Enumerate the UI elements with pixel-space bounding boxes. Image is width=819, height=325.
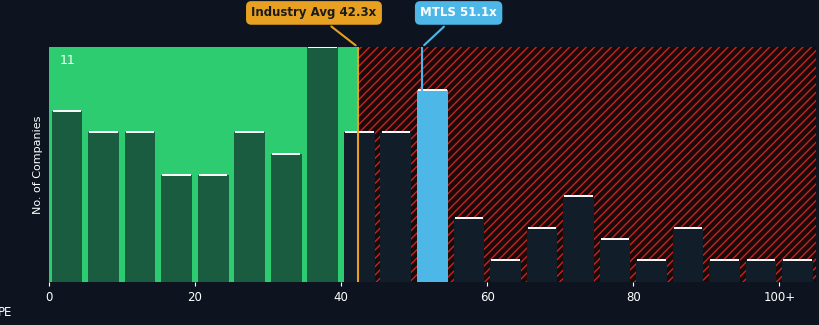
Bar xyxy=(526,228,557,282)
Bar xyxy=(708,260,739,282)
Bar xyxy=(563,196,593,282)
Text: MTLS 51.1x: MTLS 51.1x xyxy=(419,6,496,45)
Bar xyxy=(490,260,520,282)
Bar xyxy=(599,239,630,282)
Bar xyxy=(88,132,119,282)
Bar xyxy=(672,228,703,282)
Bar xyxy=(357,47,815,282)
Bar xyxy=(161,175,192,282)
Bar xyxy=(380,132,410,282)
Bar xyxy=(357,47,815,282)
Y-axis label: No. of Companies: No. of Companies xyxy=(34,115,43,214)
Text: Industry Avg 42.3x: Industry Avg 42.3x xyxy=(251,6,376,46)
Bar xyxy=(197,175,229,282)
Bar xyxy=(343,132,374,282)
Bar xyxy=(781,260,812,282)
Bar xyxy=(124,132,156,282)
Text: PE: PE xyxy=(0,306,12,319)
Bar xyxy=(234,132,265,282)
Bar xyxy=(270,154,301,282)
Bar xyxy=(636,260,666,282)
Bar xyxy=(417,90,447,282)
Bar xyxy=(307,47,337,282)
Bar xyxy=(744,260,776,282)
Bar xyxy=(453,218,483,282)
Bar xyxy=(49,47,357,282)
Bar xyxy=(52,111,82,282)
Text: 11: 11 xyxy=(60,54,75,67)
